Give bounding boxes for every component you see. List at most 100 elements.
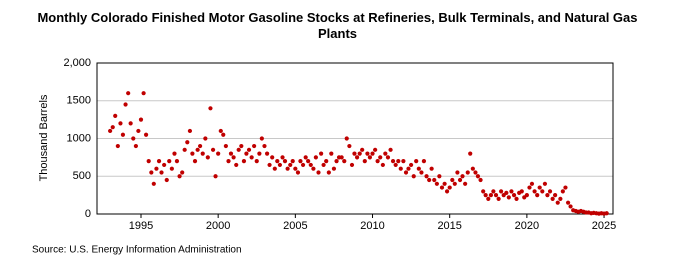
x-tick-label: 2010: [360, 220, 384, 232]
point: [133, 143, 138, 149]
point: [339, 155, 344, 160]
point: [380, 162, 385, 168]
point: [252, 143, 257, 149]
point: [290, 159, 295, 164]
point: [491, 189, 496, 194]
point: [110, 125, 115, 130]
point: [478, 177, 483, 183]
point: [164, 177, 169, 183]
point: [375, 159, 380, 164]
point: [444, 189, 450, 194]
y-tick-label: 500: [73, 170, 91, 182]
point: [195, 147, 200, 152]
point: [282, 159, 288, 164]
point: [300, 162, 306, 168]
point: [352, 151, 357, 156]
point: [270, 155, 275, 160]
point: [378, 155, 383, 160]
point: [468, 151, 473, 156]
point: [535, 193, 540, 198]
point: [295, 170, 301, 175]
point: [143, 132, 149, 137]
point: [115, 143, 120, 149]
point: [275, 159, 280, 164]
point: [496, 196, 501, 201]
point: [239, 143, 244, 149]
point: [331, 166, 337, 171]
point: [319, 151, 324, 156]
point: [568, 204, 573, 209]
y-tick-label: 2,000: [63, 57, 91, 69]
point: [498, 189, 504, 194]
point: [349, 162, 355, 168]
point: [555, 200, 560, 205]
point: [321, 162, 326, 168]
point: [342, 159, 347, 164]
plot-frame: [96, 62, 614, 215]
y-tick-label: 0: [85, 208, 91, 220]
point: [313, 155, 318, 160]
point: [547, 189, 553, 194]
y-tick-label: 1500: [67, 95, 91, 107]
point: [167, 159, 172, 164]
point: [388, 147, 393, 152]
point: [385, 155, 391, 160]
point: [277, 162, 283, 168]
point: [550, 196, 555, 201]
point: [156, 159, 162, 164]
point: [128, 121, 133, 126]
point: [465, 170, 470, 175]
point: [298, 159, 303, 164]
point: [223, 143, 228, 149]
point: [373, 147, 378, 152]
x-tick-label: 2025: [592, 220, 616, 232]
point: [203, 136, 208, 141]
point: [558, 196, 563, 201]
point: [437, 174, 442, 179]
point: [236, 147, 241, 152]
point: [120, 132, 126, 137]
point: [403, 170, 409, 175]
x-tick-label: 2015: [437, 220, 461, 232]
point: [316, 170, 321, 175]
point: [419, 170, 424, 175]
point: [393, 162, 398, 168]
point: [234, 162, 239, 168]
point: [108, 128, 113, 134]
point: [216, 151, 221, 156]
point: [249, 155, 254, 160]
source: Source: U.S. Energy Information Administ…: [32, 245, 242, 256]
point: [470, 166, 475, 171]
point: [257, 151, 262, 156]
point: [504, 190, 509, 195]
point: [254, 159, 259, 164]
point: [151, 181, 156, 186]
point: [429, 166, 434, 171]
point: [493, 193, 499, 198]
x-tick-label: 2000: [206, 220, 230, 232]
point: [519, 189, 524, 194]
point: [365, 151, 370, 156]
point: [177, 174, 182, 179]
point: [308, 162, 313, 168]
point: [334, 159, 339, 164]
point: [218, 128, 223, 134]
point: [473, 170, 478, 175]
point: [231, 155, 236, 160]
point: [360, 147, 365, 152]
point: [553, 193, 558, 198]
point: [159, 170, 164, 175]
chart-title: Monthly Colorado Finished Motor Gasoline…: [37, 10, 638, 41]
point: [131, 136, 136, 141]
point: [457, 177, 463, 183]
point: [486, 196, 491, 201]
x-tick-label: 2005: [283, 220, 307, 232]
point: [506, 195, 511, 200]
point: [537, 185, 542, 190]
point: [383, 151, 388, 156]
point: [527, 185, 532, 190]
point: [288, 162, 293, 168]
point: [396, 159, 401, 164]
point: [192, 159, 198, 164]
point: [357, 151, 362, 156]
